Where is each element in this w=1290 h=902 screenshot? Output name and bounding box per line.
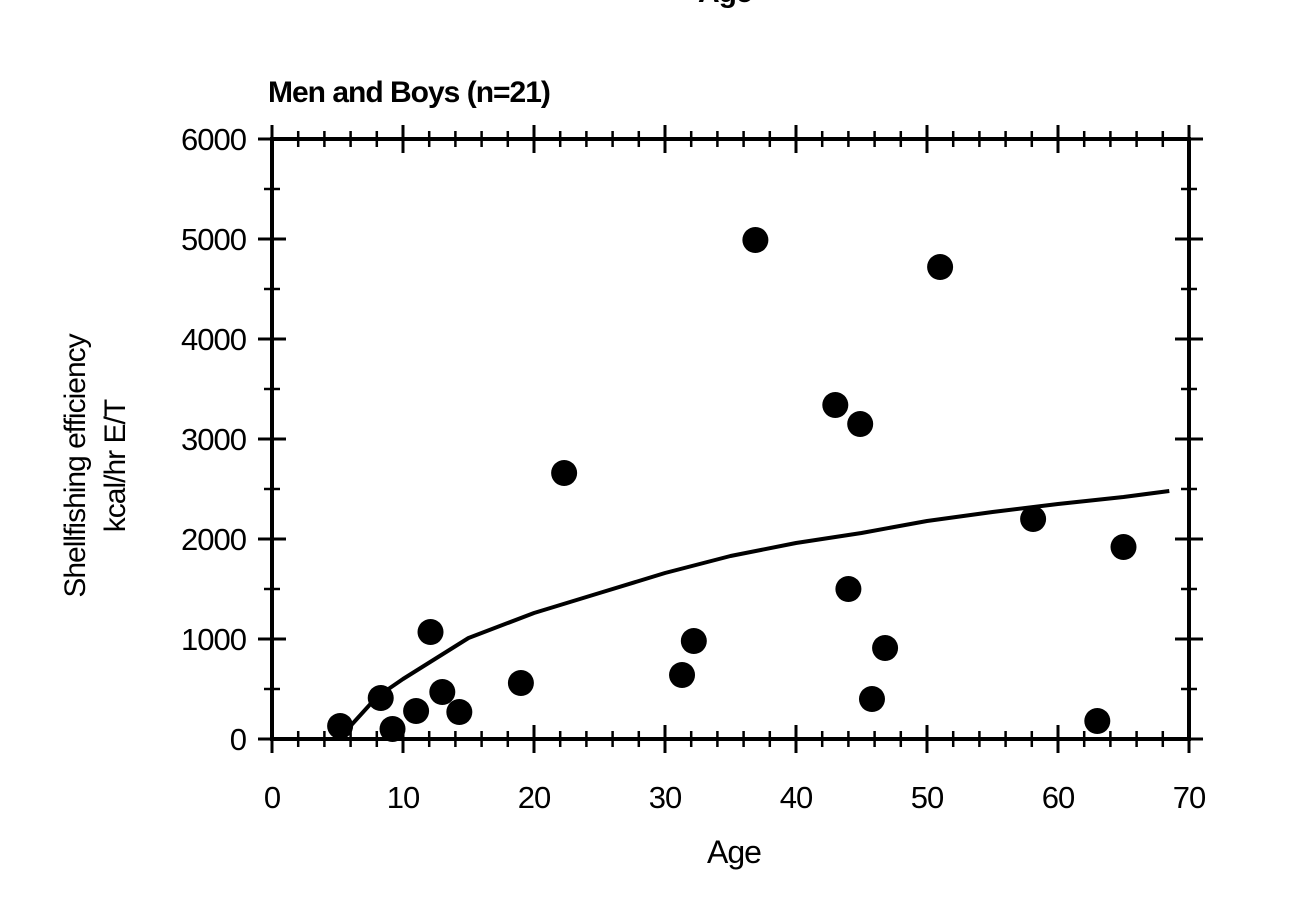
ticks-layer: 0 10 20 30 40 50 60 70 0 1000 2000 3000 4000 5000 6000 — [181, 122, 1207, 815]
data-point — [429, 679, 456, 705]
data-point — [872, 635, 899, 661]
plot-frame — [270, 137, 1191, 741]
x-tick-label: 0 — [264, 780, 281, 815]
x-tick-label: 30 — [649, 780, 682, 815]
data-point — [446, 699, 473, 725]
x-tick-label: 20 — [518, 780, 551, 815]
y-tick-label: 2000 — [181, 522, 247, 557]
axes-layer — [270, 137, 1191, 741]
data-point — [417, 619, 444, 645]
data-point — [822, 392, 849, 418]
data-point — [858, 686, 885, 712]
data-point — [847, 411, 874, 437]
points-layer — [327, 227, 1137, 742]
trend-line-layer — [342, 489, 1170, 735]
y-tick-label: 6000 — [181, 122, 247, 157]
data-point — [327, 713, 354, 739]
data-point — [379, 716, 406, 742]
data-point — [403, 698, 430, 724]
data-point — [669, 662, 696, 688]
data-point — [367, 685, 394, 711]
y-tick-label: 3000 — [181, 422, 247, 457]
x-tick-label: 50 — [911, 780, 944, 815]
data-point — [835, 576, 862, 602]
data-point — [551, 460, 578, 486]
y-tick-label: 0 — [230, 722, 247, 757]
data-point — [680, 628, 707, 654]
y-tick-label: 4000 — [181, 322, 247, 357]
cut-off-caption: Age — [698, 0, 753, 10]
y-tick-label: 5000 — [181, 222, 247, 257]
data-point — [1020, 506, 1047, 532]
data-point — [507, 670, 534, 696]
data-point — [927, 254, 954, 280]
x-tick-label: 40 — [780, 780, 813, 815]
trend-line — [342, 489, 1170, 735]
data-point — [1110, 534, 1137, 560]
chart-title: Men and Boys (n=21) — [268, 76, 551, 109]
data-point — [742, 227, 769, 253]
y-tick-label: 1000 — [181, 622, 247, 657]
x-tick-label: 60 — [1042, 780, 1075, 815]
x-tick-label: 10 — [387, 780, 420, 815]
data-point — [1084, 708, 1111, 734]
x-tick-label: 70 — [1173, 780, 1206, 815]
x-axis-label: Age — [707, 834, 762, 870]
